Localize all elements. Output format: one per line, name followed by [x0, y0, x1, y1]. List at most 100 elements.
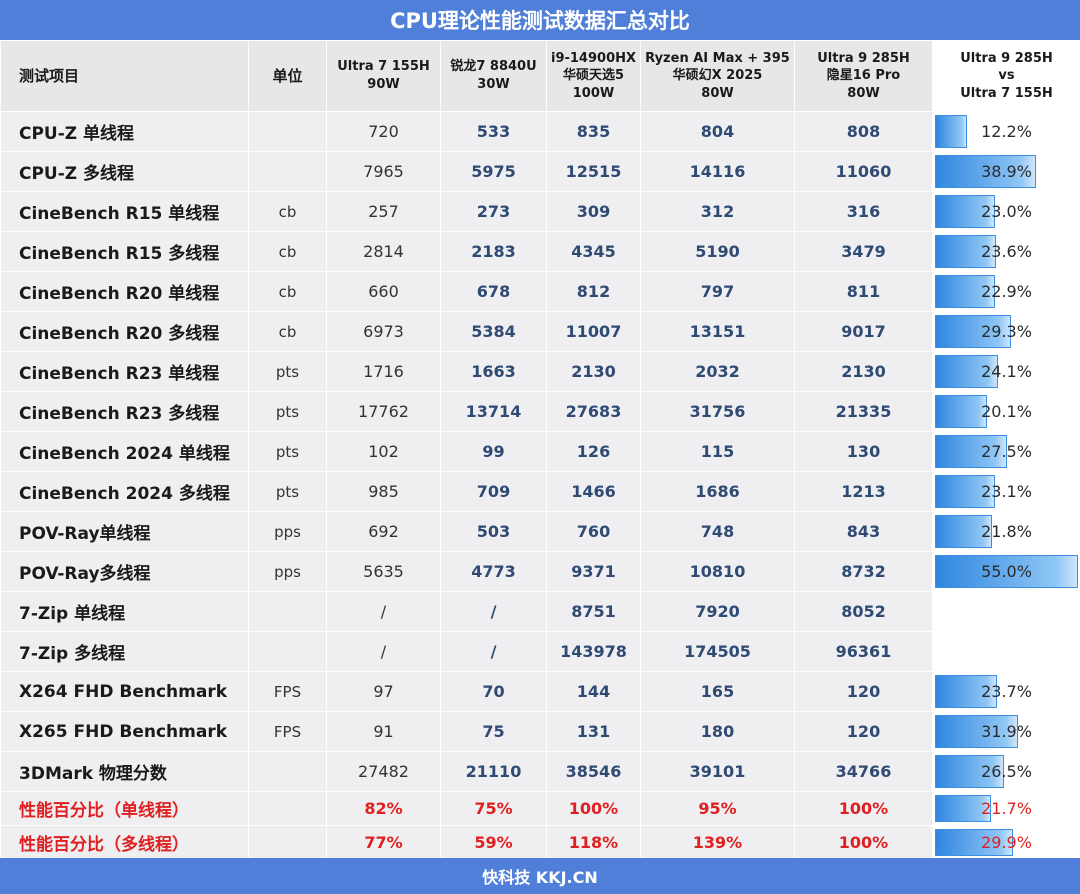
score-cell-cpu-3: 309 [546, 191, 641, 232]
score-cell-cpu-4: 139% [640, 825, 795, 860]
header-row: 测试项目 单位 Ultra 7 155H 90W 锐龙7 8840U 30W i… [0, 40, 1080, 112]
score-cell-cpu-1: 660 [326, 271, 441, 312]
ratio-bar [935, 515, 992, 548]
ratio-bar-track: 38.9% [935, 155, 1078, 188]
score-cell-cpu-2: 99 [440, 431, 547, 472]
footer-credit: 快科技 KKJ.CN [0, 858, 1080, 894]
ratio-label: 23.7% [981, 682, 1032, 701]
ratio-bar-track: 21.8% [935, 515, 1078, 548]
ratio-bar-track: 24.1% [935, 355, 1078, 388]
header-cpu-2: 锐龙7 8840U 30W [440, 40, 547, 112]
table-row: X265 FHD Benchmark FPS 91 75 131 180 120 31.9% [0, 711, 1080, 752]
ratio-bar-cell: 31.9% [932, 711, 1080, 752]
test-item-cell: CPU-Z 多线程 [0, 151, 249, 192]
unit-cell: cb [248, 311, 327, 352]
score-cell-cpu-3: 126 [546, 431, 641, 472]
score-cell-cpu-3: 144 [546, 671, 641, 712]
test-item-cell: POV-Ray单线程 [0, 511, 249, 552]
score-cell-cpu-1: 77% [326, 825, 441, 860]
unit-cell: pts [248, 471, 327, 512]
header-item: 测试项目 [0, 40, 249, 112]
ratio-bar-cell: 23.7% [932, 671, 1080, 712]
table-row: CineBench R20 单线程 cb 660 678 812 797 811 22.9% [0, 271, 1080, 312]
ratio-bar-cell: 26.5% [932, 751, 1080, 792]
score-cell-cpu-1: 1716 [326, 351, 441, 392]
ratio-bar [935, 275, 995, 308]
ratio-label: 22.9% [981, 282, 1032, 301]
header-cpu-3-line-2: 华硕天选5 [562, 68, 625, 84]
score-cell-cpu-2: / [440, 631, 547, 672]
unit-cell: cb [248, 191, 327, 232]
score-cell-cpu-4: 14116 [640, 151, 795, 192]
test-item-cell: CineBench 2024 单线程 [0, 431, 249, 472]
score-cell-cpu-1: 7965 [326, 151, 441, 192]
benchmark-table: 测试项目 单位 Ultra 7 155H 90W 锐龙7 8840U 30W i… [0, 40, 1080, 860]
score-cell-cpu-4: 95% [640, 791, 795, 826]
table-row: CineBench R20 多线程 cb 6973 5384 11007 13151 901… [0, 311, 1080, 352]
ratio-bar-track: 26.5% [935, 755, 1078, 788]
score-cell-cpu-3: 1466 [546, 471, 641, 512]
score-cell-cpu-4: 180 [640, 711, 795, 752]
unit-cell [248, 751, 327, 792]
score-cell-cpu-2: 75 [440, 711, 547, 752]
score-cell-cpu-2: 533 [440, 111, 547, 152]
ratio-label: 20.1% [981, 402, 1032, 421]
score-cell-cpu-5: 34766 [794, 751, 933, 792]
score-cell-cpu-2: 70 [440, 671, 547, 712]
score-cell-cpu-2: 709 [440, 471, 547, 512]
ratio-bar [935, 435, 1007, 468]
ratio-bar [935, 395, 988, 428]
header-cpu-4: Ryzen AI Max + 395 华硕幻X 2025 80W [640, 40, 795, 112]
score-cell-cpu-5: 11060 [794, 151, 933, 192]
score-cell-cpu-4: 797 [640, 271, 795, 312]
ratio-bar-track: 23.0% [935, 195, 1078, 228]
ratio-bar-track: 29.3% [935, 315, 1078, 348]
score-cell-cpu-2: 4773 [440, 551, 547, 592]
score-cell-cpu-3: 143978 [546, 631, 641, 672]
score-cell-cpu-3: 118% [546, 825, 641, 860]
ratio-bar [935, 355, 998, 388]
test-item-cell: 7-Zip 多线程 [0, 631, 249, 672]
ratio-label: 55.0% [981, 562, 1032, 581]
score-cell-cpu-5: 8052 [794, 591, 933, 632]
table-row: CineBench R23 多线程 pts 17762 13714 27683 31756… [0, 391, 1080, 432]
score-cell-cpu-1: 692 [326, 511, 441, 552]
unit-cell: FPS [248, 711, 327, 752]
header-cpu-1: Ultra 7 155H 90W [326, 40, 441, 112]
ratio-bar-cell: 29.3% [932, 311, 1080, 352]
score-cell-cpu-5: 8732 [794, 551, 933, 592]
ratio-bar [935, 235, 997, 268]
header-cpu-4-line-2: 华硕幻X 2025 [672, 68, 763, 84]
ratio-label: 21.8% [981, 522, 1032, 541]
score-cell-cpu-4: 174505 [640, 631, 795, 672]
header-cpu-3: i9-14900HX 华硕天选5 100W [546, 40, 641, 112]
ratio-label: 38.9% [981, 162, 1032, 181]
table-row: 性能百分比（多线程） 77% 59% 118% 139% 100% 29.9% [0, 825, 1080, 860]
ratio-bar-track: 55.0% [935, 555, 1078, 588]
score-cell-cpu-5: 100% [794, 791, 933, 826]
ratio-label: 21.7% [981, 799, 1032, 818]
score-cell-cpu-1: 91 [326, 711, 441, 752]
test-item-cell: 3DMark 物理分数 [0, 751, 249, 792]
score-cell-cpu-1: / [326, 591, 441, 632]
score-cell-cpu-1: / [326, 631, 441, 672]
header-ratio-line-3: Ultra 7 155H [960, 85, 1053, 101]
score-cell-cpu-4: 31756 [640, 391, 795, 432]
table-row: CineBench R15 单线程 cb 257 273 309 312 316 23.0% [0, 191, 1080, 232]
header-cpu-5-line-1: Ultra 9 285H [817, 50, 910, 66]
header-ratio-line-2: vs [998, 68, 1015, 84]
unit-cell: pts [248, 351, 327, 392]
unit-cell [248, 151, 327, 192]
table-row: CineBench 2024 单线程 pts 102 99 126 115 130 27.5% [0, 431, 1080, 472]
score-cell-cpu-5: 1213 [794, 471, 933, 512]
table-row: 性能百分比（单线程） 82% 75% 100% 95% 100% 21.7% [0, 791, 1080, 826]
ratio-bar-cell [932, 631, 1080, 672]
score-cell-cpu-2: 273 [440, 191, 547, 232]
test-item-cell: 性能百分比（多线程） [0, 825, 249, 860]
ratio-bar-track: 21.7% [935, 795, 1078, 822]
ratio-bar [935, 315, 1012, 348]
score-cell-cpu-5: 316 [794, 191, 933, 232]
score-cell-cpu-4: 748 [640, 511, 795, 552]
score-cell-cpu-5: 96361 [794, 631, 933, 672]
ratio-bar-cell: 20.1% [932, 391, 1080, 432]
